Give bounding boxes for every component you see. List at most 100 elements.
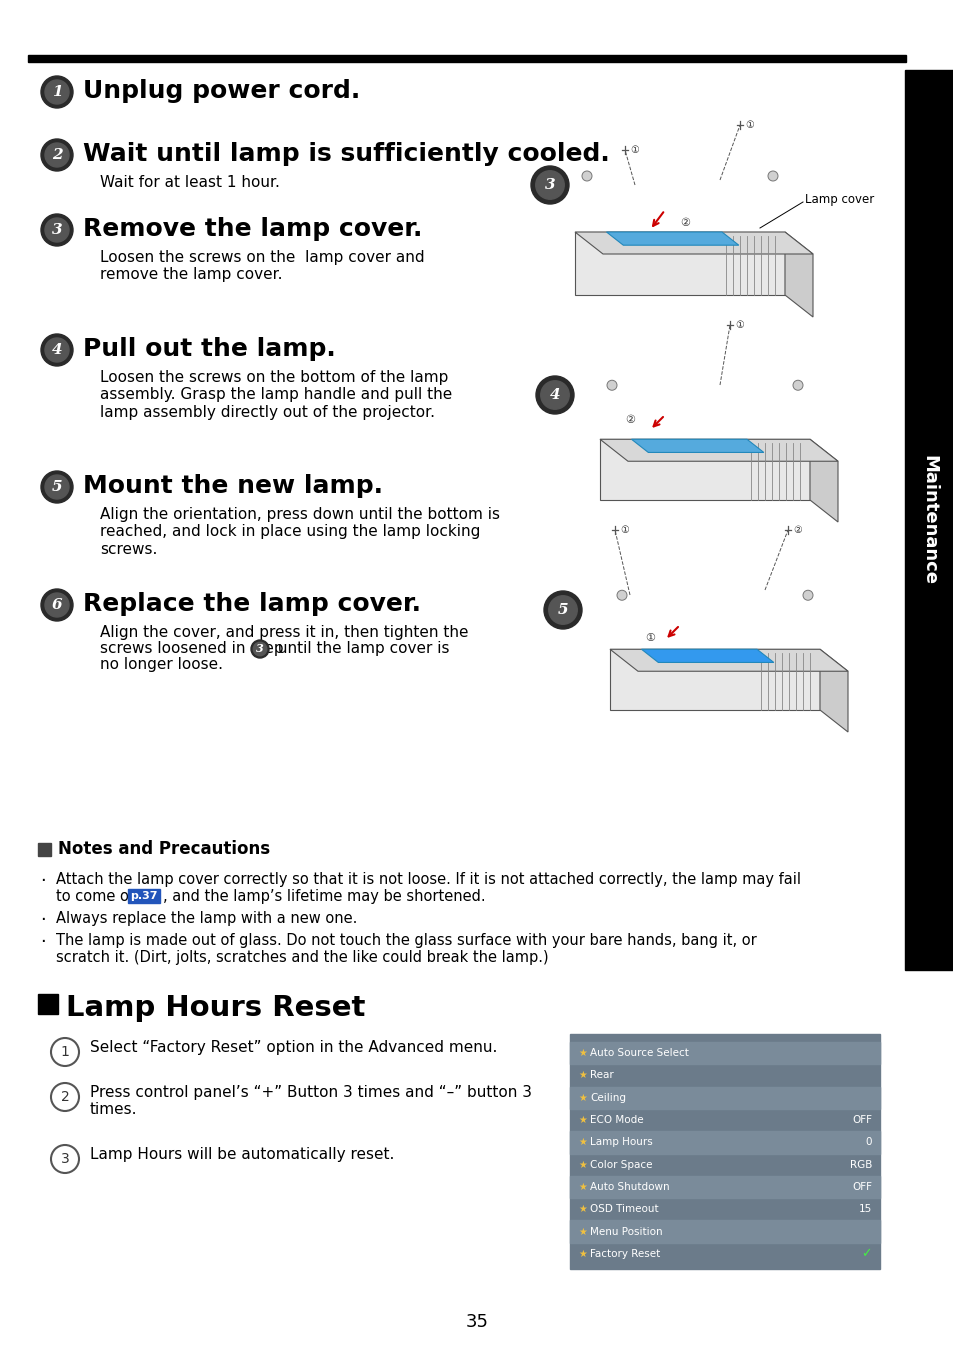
Text: Press control panel’s “+” Button 3 times and “–” button 3
times.: Press control panel’s “+” Button 3 times… [90, 1086, 532, 1117]
Circle shape [251, 639, 269, 658]
Text: ★: ★ [578, 1226, 586, 1237]
Circle shape [617, 591, 626, 600]
Text: ★: ★ [578, 1205, 586, 1214]
Text: Pull out the lamp.: Pull out the lamp. [83, 337, 335, 361]
Text: ①: ① [734, 320, 743, 330]
Polygon shape [809, 439, 837, 522]
Polygon shape [784, 233, 812, 316]
Text: Select “Factory Reset” option in the Advanced menu.: Select “Factory Reset” option in the Adv… [90, 1040, 497, 1055]
Text: ★: ★ [578, 1137, 586, 1148]
Circle shape [41, 214, 73, 246]
Circle shape [548, 596, 577, 625]
Text: Align the cover, and press it in, then tighten the: Align the cover, and press it in, then t… [100, 625, 468, 639]
Text: 0: 0 [864, 1137, 871, 1148]
Circle shape [767, 170, 778, 181]
Circle shape [51, 1145, 79, 1174]
Text: Maintenance: Maintenance [919, 456, 937, 585]
Text: 4: 4 [549, 388, 559, 402]
Text: ★: ★ [578, 1115, 586, 1125]
Text: ②: ② [624, 415, 635, 425]
Text: Lamp Hours Reset: Lamp Hours Reset [66, 994, 365, 1022]
Polygon shape [640, 649, 773, 662]
Text: Menu Position: Menu Position [589, 1226, 662, 1237]
Text: ·: · [40, 933, 46, 950]
Circle shape [253, 642, 267, 656]
Circle shape [45, 594, 69, 617]
Bar [569, 1221, 879, 1242]
Text: Align the orientation, press down until the bottom is
reached, and lock in place: Align the orientation, press down until … [100, 507, 499, 557]
Text: ★: ★ [578, 1071, 586, 1080]
Circle shape [543, 591, 581, 629]
Circle shape [51, 1038, 79, 1065]
Text: Color Space: Color Space [589, 1160, 652, 1169]
Text: Lamp Hours: Lamp Hours [589, 1137, 652, 1148]
Text: The lamp is made out of glass. Do not touch the glass surface with your bare han: The lamp is made out of glass. Do not to… [56, 933, 756, 965]
Polygon shape [606, 233, 738, 245]
Text: Ceiling: Ceiling [589, 1092, 625, 1103]
Text: until the lamp cover is: until the lamp cover is [273, 641, 449, 656]
Circle shape [802, 591, 812, 600]
Text: ①: ① [629, 145, 639, 155]
Text: 3: 3 [255, 644, 264, 654]
Text: Replace the lamp cover.: Replace the lamp cover. [83, 592, 420, 617]
Polygon shape [631, 439, 763, 453]
Text: 2: 2 [61, 1090, 70, 1105]
Polygon shape [599, 439, 837, 461]
Text: Attach the lamp cover correctly so that it is not loose. If it is not attached c: Attach the lamp cover correctly so that … [56, 872, 801, 887]
Text: Lamp Hours will be automatically reset.: Lamp Hours will be automatically reset. [90, 1146, 394, 1161]
Circle shape [41, 76, 73, 108]
Polygon shape [599, 439, 809, 500]
Text: 5: 5 [558, 603, 568, 617]
Text: ★: ★ [578, 1048, 586, 1059]
Circle shape [45, 475, 69, 499]
Circle shape [536, 170, 563, 199]
Text: Always replace the lamp with a new one.: Always replace the lamp with a new one. [56, 911, 357, 926]
Text: 2: 2 [51, 147, 62, 162]
Circle shape [536, 376, 574, 414]
Bar [38, 844, 51, 856]
Text: p.37: p.37 [131, 891, 157, 900]
Text: 3: 3 [61, 1152, 70, 1165]
Bar [569, 1034, 879, 1270]
Circle shape [41, 589, 73, 621]
Circle shape [792, 380, 802, 391]
Bar [28, 55, 905, 62]
Text: Factory Reset: Factory Reset [589, 1249, 659, 1259]
Text: ECO Mode: ECO Mode [589, 1115, 643, 1125]
Text: ·: · [40, 872, 46, 890]
Bar [569, 1132, 879, 1153]
Circle shape [45, 338, 69, 362]
FancyBboxPatch shape [128, 890, 160, 903]
Circle shape [41, 470, 73, 503]
Text: ★: ★ [578, 1092, 586, 1103]
Polygon shape [575, 233, 812, 254]
Circle shape [45, 80, 69, 104]
Text: , and the lamp’s lifetime may be shortened.: , and the lamp’s lifetime may be shorten… [163, 890, 485, 904]
Text: Loosen the screws on the bottom of the lamp
assembly. Grasp the lamp handle and : Loosen the screws on the bottom of the l… [100, 370, 452, 420]
Circle shape [606, 380, 617, 391]
Text: 1: 1 [51, 85, 62, 99]
Bar [38, 994, 58, 1014]
Text: ②: ② [792, 525, 801, 535]
Circle shape [51, 1083, 79, 1111]
Text: ①: ① [644, 633, 655, 644]
Text: Lamp cover: Lamp cover [804, 193, 873, 207]
Polygon shape [609, 649, 820, 710]
Bar [569, 1176, 879, 1198]
Text: ①: ① [619, 525, 628, 535]
Circle shape [41, 139, 73, 170]
Text: ✓: ✓ [861, 1248, 871, 1260]
Text: Auto Source Select: Auto Source Select [589, 1048, 688, 1059]
Polygon shape [820, 649, 847, 731]
Text: Remove the lamp cover.: Remove the lamp cover. [83, 218, 422, 241]
Text: Mount the new lamp.: Mount the new lamp. [83, 475, 382, 498]
Text: screws loosened in step: screws loosened in step [100, 641, 288, 656]
Circle shape [45, 143, 69, 168]
Text: Notes and Precautions: Notes and Precautions [58, 840, 270, 859]
Circle shape [531, 166, 568, 204]
Text: 4: 4 [51, 343, 62, 357]
Text: OSD Timeout: OSD Timeout [589, 1205, 658, 1214]
Text: Unplug power cord.: Unplug power cord. [83, 78, 360, 103]
Text: RGB: RGB [849, 1160, 871, 1169]
Text: ①: ① [744, 120, 753, 130]
